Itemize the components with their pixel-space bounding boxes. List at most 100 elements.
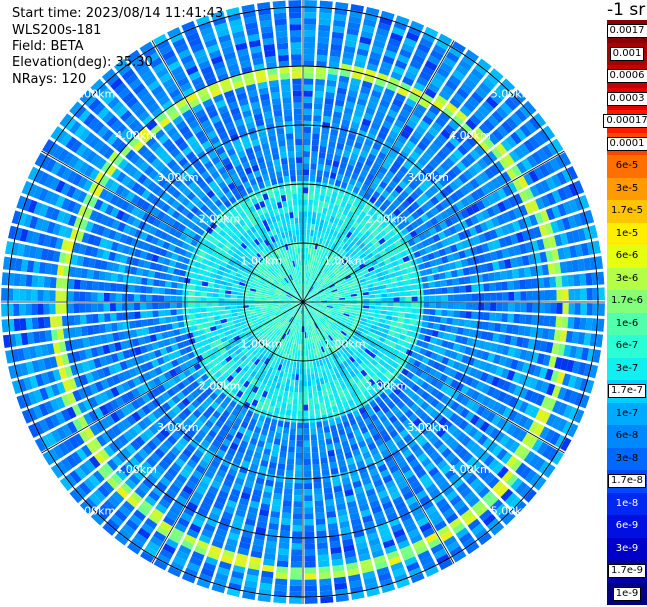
range-gate-cell (227, 348, 235, 355)
range-gate-cell (286, 315, 292, 321)
range-gate-cell (55, 303, 62, 314)
range-gate-cell (162, 77, 175, 89)
range-gate-cell (211, 170, 220, 180)
range-gate-cell (52, 342, 61, 354)
range-gate-cell (281, 91, 291, 98)
range-gate-cell (294, 306, 299, 311)
range-gate-cell (307, 211, 312, 218)
range-gate-cell (350, 307, 357, 311)
range-gate-cell (567, 423, 579, 438)
range-gate-cell (40, 435, 52, 449)
range-gate-cell (286, 322, 291, 329)
range-gate-cell (348, 506, 359, 515)
range-gate-cell (397, 339, 405, 346)
range-gate-cell (236, 305, 243, 309)
range-gate-cell (176, 302, 183, 309)
range-gate-cell (258, 221, 265, 229)
range-gate-cell (338, 226, 345, 234)
range-gate-cell (405, 302, 412, 307)
range-gate-cell (347, 568, 360, 577)
range-gate-cell (264, 117, 274, 125)
range-gate-cell (260, 241, 267, 249)
range-gate-cell (320, 346, 325, 353)
range-gate-cell (329, 55, 341, 64)
range-gate-cell (302, 302, 303, 308)
range-gate-cell (202, 98, 214, 108)
range-gate-cell (251, 399, 259, 407)
range-gate-cell (159, 476, 171, 488)
range-gate-cell (262, 263, 269, 270)
range-gate-cell (191, 517, 204, 528)
range-gate-cell (220, 39, 233, 49)
range-gate-cell (161, 203, 171, 213)
range-gate-cell (192, 491, 204, 501)
range-gate-cell (43, 234, 52, 247)
range-gate-cell (287, 151, 295, 158)
range-gate-cell (256, 252, 263, 260)
range-gate-cell (136, 185, 146, 197)
range-gate-cell (464, 376, 474, 386)
range-gate-cell (22, 244, 31, 258)
range-gate-cell (238, 369, 246, 377)
range-gate-cell (417, 550, 431, 561)
range-gate-cell (242, 10, 256, 19)
range-gate-cell (197, 368, 205, 377)
range-gate-cell (307, 305, 314, 309)
range-gate-cell (185, 360, 193, 368)
range-gate-cell (215, 572, 229, 582)
range-gate-cell (293, 279, 297, 286)
range-gate-cell (433, 412, 444, 423)
range-gate-cell (55, 129, 68, 144)
range-gate-cell (345, 324, 352, 329)
range-gate-cell (394, 475, 405, 485)
range-gate-cell (239, 345, 247, 352)
range-gate-cell (298, 211, 303, 218)
range-gate-cell (310, 157, 318, 164)
range-gate-cell (333, 111, 343, 119)
range-gate-cell (226, 334, 233, 341)
range-gate-cell (172, 555, 187, 567)
range-gate-cell (253, 113, 263, 121)
range-gate-cell (130, 101, 143, 113)
range-gate-cell (598, 303, 605, 316)
range-gate-cell (99, 237, 108, 249)
range-gate-cell (242, 338, 250, 345)
range-gate-cell (416, 422, 427, 432)
range-gate-cell (298, 278, 301, 285)
range-gate-cell (214, 246, 222, 254)
range-gate-cell (345, 373, 352, 381)
range-gate-cell (293, 305, 299, 310)
range-gate-cell (303, 138, 311, 146)
range-gate-cell (150, 124, 162, 136)
range-gate-cell (246, 83, 257, 92)
range-gate-cell (347, 331, 354, 338)
range-gate-cell (369, 352, 377, 359)
range-gate-cell (496, 378, 506, 390)
range-gate-cell (206, 248, 214, 255)
range-gate-cell (94, 212, 104, 224)
range-gate-cell (245, 121, 256, 130)
range-gate-cell (237, 292, 244, 296)
range-gate-cell (139, 250, 148, 260)
range-gate-cell (335, 417, 342, 425)
range-gate-cell (379, 392, 388, 401)
range-gate-cell (88, 336, 96, 347)
range-gate-cell (276, 357, 282, 364)
range-gate-cell (586, 348, 596, 362)
range-gate-cell (379, 16, 393, 26)
range-gate-cell (315, 348, 320, 355)
range-gate-cell (401, 395, 411, 404)
range-gate-cell (286, 294, 292, 298)
range-gate-cell (303, 271, 305, 278)
range-gate-cell (49, 290, 56, 301)
range-gate-cell (257, 328, 264, 334)
range-gate-cell (94, 171, 105, 184)
range-gate-cell (316, 335, 320, 342)
range-gate-cell (321, 303, 328, 305)
range-gate-cell (279, 297, 286, 300)
range-gate-cell (305, 278, 307, 285)
range-gate-cell (354, 535, 367, 544)
range-gate-cell (357, 347, 364, 355)
range-gate-cell (280, 445, 288, 453)
range-gate-cell (445, 452, 457, 463)
